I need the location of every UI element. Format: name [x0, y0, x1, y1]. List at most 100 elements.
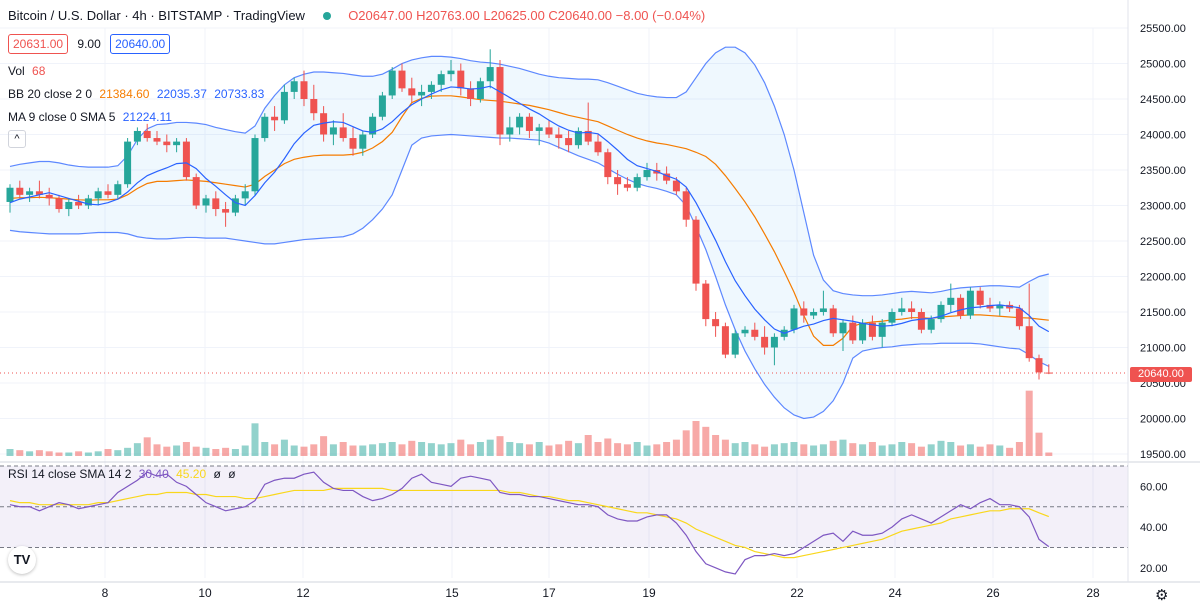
candle-body [408, 88, 416, 96]
ask-price[interactable]: 20640.00 [110, 34, 171, 54]
candle-body [623, 184, 631, 188]
volume-bar [104, 449, 112, 456]
symbol-title[interactable]: Bitcoin / U.S. Dollar · 4h · BITSTAMP · … [8, 8, 305, 23]
volume-bar [633, 442, 641, 456]
volume-bar [398, 444, 406, 456]
candle-body [231, 198, 239, 213]
candle-body [947, 297, 955, 305]
volume-bar [261, 442, 269, 456]
volume-bar [859, 444, 867, 456]
volume-bar [790, 442, 798, 456]
volume-bar [124, 447, 132, 456]
candle-body [545, 127, 553, 135]
candle-body [761, 336, 769, 348]
vol-indicator-legend[interactable]: Vol 68 [8, 64, 45, 78]
candle-body [6, 187, 14, 202]
volume-bar [761, 446, 769, 456]
candle-body [388, 70, 396, 96]
candle-body [604, 152, 612, 178]
candle-body [45, 194, 53, 199]
candle-body [1025, 326, 1033, 359]
time-tick-label: 19 [642, 586, 656, 600]
ma-line [9, 85, 1050, 334]
volume-bar [467, 444, 475, 456]
bb-indicator-legend[interactable]: BB 20 close 2 0 21384.60 22035.37 20733.… [8, 87, 264, 101]
candle-body [447, 70, 455, 75]
candle-body [525, 116, 533, 131]
bb-upper-value: 22035.37 [156, 87, 207, 101]
price-tick-label: 24000.00 [1140, 130, 1186, 142]
volume-bar [525, 444, 533, 456]
volume-bar [65, 452, 73, 456]
volume-bar [369, 444, 377, 456]
volume-bar [1006, 447, 1014, 456]
price-tick-label: 20000.00 [1140, 414, 1186, 426]
ma-value: 21224.11 [122, 110, 172, 124]
volume-bar [663, 442, 671, 456]
volume-bar [388, 442, 396, 456]
volume-bar [927, 444, 935, 456]
candle-body [163, 141, 171, 146]
candle-body [986, 304, 994, 309]
gear-icon[interactable]: ⚙ [1155, 587, 1169, 604]
candle-body [555, 134, 563, 139]
volume-bar [986, 444, 994, 456]
volume-bar [408, 440, 416, 456]
candle-body [937, 304, 945, 320]
price-tick-label: 23500.00 [1140, 165, 1186, 177]
candle-body [663, 173, 671, 181]
candle-body [1015, 308, 1023, 327]
volume-bar [898, 442, 906, 456]
volume-bar [506, 442, 514, 456]
candle-body [75, 201, 83, 206]
price-tick-label: 22000.00 [1140, 272, 1186, 284]
volume-bar [849, 443, 857, 456]
bid-price[interactable]: 20631.00 [8, 34, 69, 54]
tradingview-logo[interactable]: TV [8, 546, 36, 574]
price-tick-label: 21000.00 [1140, 343, 1186, 355]
time-tick-label: 15 [445, 586, 459, 600]
candle-body [516, 116, 524, 128]
volume-bar [535, 442, 543, 456]
bb-basis-line [9, 95, 1049, 346]
candle-body [810, 312, 818, 316]
candle-body [300, 81, 308, 99]
volume-bar [800, 444, 808, 456]
rsi-indicator-legend[interactable]: RSI 14 close SMA 14 2 30.40 45.20 ø ø [8, 467, 236, 481]
candle-body [1035, 358, 1043, 373]
volume-bar [84, 452, 92, 456]
volume-bar [741, 442, 749, 456]
candle-body [16, 187, 24, 195]
volume-bar [222, 447, 230, 456]
volume-bar [1035, 432, 1043, 456]
candle-body [222, 209, 230, 213]
volume-bar [908, 443, 916, 456]
ma-indicator-legend[interactable]: MA 9 close 0 SMA 5 21224.11 [8, 110, 172, 124]
time-tick-label: 24 [888, 586, 902, 600]
volume-bar [251, 423, 259, 456]
volume-bar [545, 445, 553, 456]
candle-body [241, 191, 249, 199]
candle-body [212, 198, 220, 210]
candle-body [957, 297, 965, 316]
candle-body [672, 180, 680, 192]
volume-bar [555, 444, 563, 456]
price-tick-label: 25500.00 [1140, 23, 1186, 35]
candle-body [819, 308, 827, 312]
candle-body [800, 308, 808, 316]
volume-bar [427, 443, 435, 456]
rsi-line [9, 471, 1050, 575]
candle-body [741, 329, 749, 334]
volume-bar [888, 444, 896, 456]
candle-body [633, 177, 641, 188]
candle-body [976, 290, 984, 305]
chevron-up-icon[interactable]: ^ [8, 130, 26, 148]
rsi-tick-label: 60.00 [1140, 481, 1168, 493]
quote-row: 20631.00 9.00 20640.00 [8, 34, 171, 54]
candle-body [712, 319, 720, 327]
volume-bar [496, 436, 504, 456]
candle-body [476, 81, 484, 99]
volume-bar [437, 444, 445, 456]
candle-body [643, 170, 651, 178]
